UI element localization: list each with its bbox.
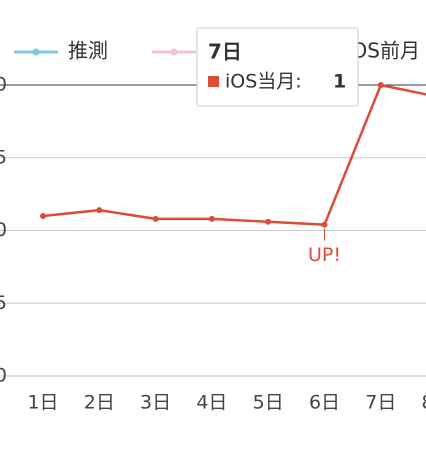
x-tick-label: 6日 [309, 392, 340, 414]
x-tick-label: 4日 [196, 392, 227, 414]
point [40, 212, 46, 219]
tooltip-box [196, 27, 359, 107]
point [96, 207, 103, 214]
legend-label: 推測 [68, 39, 108, 63]
x-tick-label: 5日 [253, 392, 284, 414]
x-tick-label: 7日 [365, 392, 396, 414]
tooltip-value: 1 [333, 71, 346, 93]
tooltip-swatch [208, 76, 219, 87]
legend-dot [170, 48, 178, 56]
x-tick-label: 2日 [84, 392, 115, 414]
y-tick-label: 1.00 [0, 74, 7, 96]
point [152, 215, 159, 222]
y-tick-label: 0.75 [0, 146, 7, 168]
point [208, 215, 215, 222]
tooltip-label: iOS当月: [225, 71, 302, 93]
series-line [42, 83, 426, 226]
y-tick-label: 0.50 [0, 219, 7, 241]
legend-dot [32, 48, 40, 56]
point [377, 82, 384, 88]
point [321, 221, 328, 228]
y-tick-label: 0.25 [0, 292, 7, 314]
x-tick-label: 3日 [140, 392, 171, 414]
annotation: UP! [308, 244, 341, 266]
x-tick-label: 8日 [422, 392, 426, 414]
tooltip: 7日 iOS当月: 1 [196, 27, 359, 107]
x-tick-label: 1日 [27, 392, 58, 414]
point [265, 218, 272, 225]
tooltip-title: 7日 [208, 40, 242, 64]
y-tick-label: 0 [0, 365, 7, 387]
